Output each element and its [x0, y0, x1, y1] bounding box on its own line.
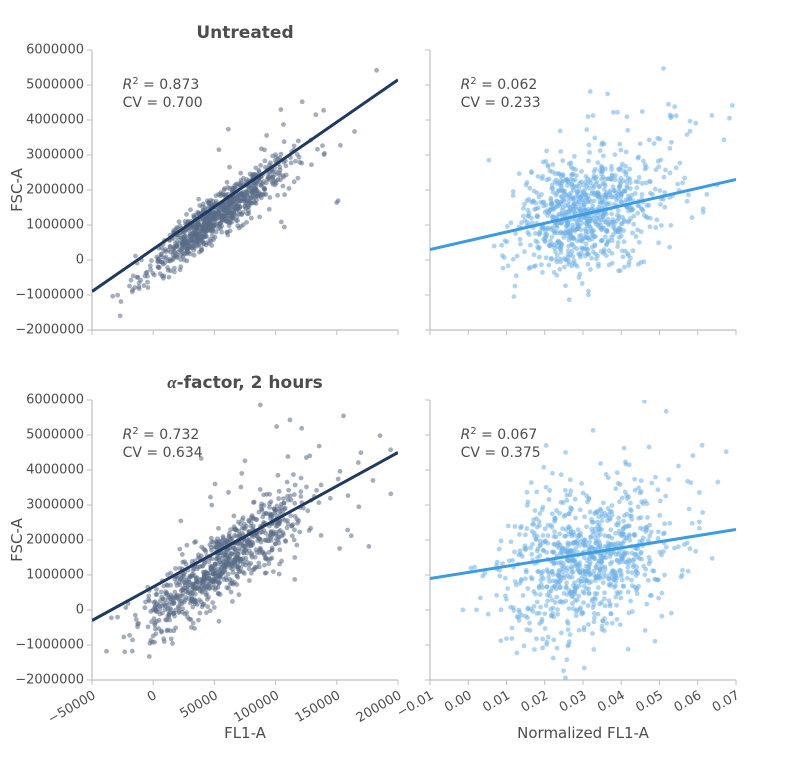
stat-cv: CV = 0.375	[461, 445, 541, 461]
y-axis-label: FSC-A	[8, 517, 26, 561]
x-axis-label: Normalized FL1-A	[517, 724, 649, 742]
y-tick-label: −2000000	[15, 323, 84, 338]
y-tick-label: 2000000	[26, 533, 84, 548]
y-tick-label: 2000000	[26, 183, 84, 198]
stat-cv: CV = 0.700	[123, 95, 203, 111]
y-tick-label: 0	[76, 603, 84, 618]
x-axis-label: FL1-A	[224, 724, 267, 742]
y-ticks: −2000000 −1000000 0 1000000 2000000 3000000 40…	[15, 43, 92, 338]
y-tick-label: −1000000	[15, 288, 84, 303]
y-tick-label: 3000000	[26, 498, 84, 513]
y-tick-label: 4000000	[26, 463, 84, 478]
y-tick-label: 0	[76, 253, 84, 268]
panel-title: Untreated	[196, 23, 293, 43]
y-tick-label: 3000000	[26, 148, 84, 163]
y-tick-label: 1000000	[26, 568, 84, 583]
y-tick-label: −2000000	[15, 673, 84, 688]
y-tick-label: 4000000	[26, 113, 84, 128]
y-tick-label: −1000000	[15, 638, 84, 653]
panel-title: α-factor, 2 hours	[167, 373, 323, 393]
y-ticks: −2000000 −1000000 0 1000000 2000000 3000000 40…	[15, 393, 92, 688]
scatter-figure: −2000000 −1000000 0 1000000 2000000 3000000 40…	[0, 0, 799, 774]
stat-cv: CV = 0.233	[461, 95, 541, 111]
y-tick-label: 6000000	[26, 393, 84, 408]
stat-cv: CV = 0.634	[123, 445, 203, 461]
figure-bg	[0, 0, 799, 774]
y-tick-label: 5000000	[26, 78, 84, 93]
y-tick-label: 6000000	[26, 43, 84, 58]
y-tick-label: 1000000	[26, 218, 84, 233]
y-axis-label: FSC-A	[8, 167, 26, 211]
y-tick-label: 5000000	[26, 428, 84, 443]
